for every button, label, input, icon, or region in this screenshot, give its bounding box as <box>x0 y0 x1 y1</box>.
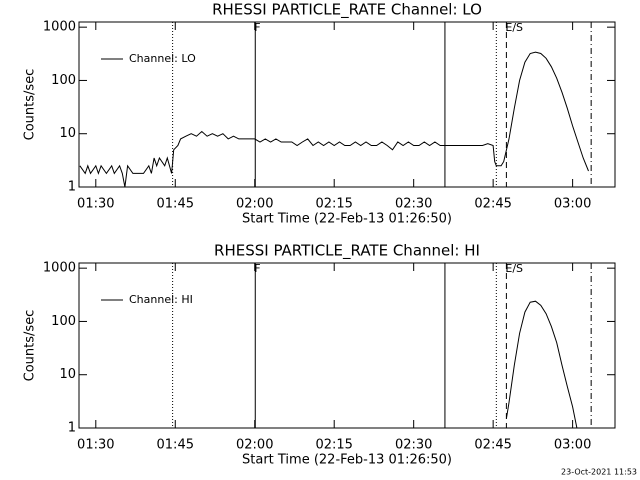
x-axis-label: Start Time (22-Feb-13 01:26:50) <box>242 453 452 468</box>
x-tick-label: 01:45 <box>157 197 194 212</box>
x-tick-label: 02:15 <box>315 438 352 453</box>
y-tick-label: 10 <box>59 367 76 382</box>
y-tick-label: 100 <box>51 314 76 329</box>
y-axis-label: Counts/sec <box>23 69 38 141</box>
chart-title: RHESSI PARTICLE_RATE Channel: HI <box>214 242 480 261</box>
data-line <box>505 300 578 429</box>
x-tick-label: 02:00 <box>236 197 273 212</box>
event-label: E/S <box>505 262 523 275</box>
legend-label: Channel: HI <box>129 293 193 306</box>
y-tick-label: 100 <box>51 73 76 88</box>
x-tick-label: 03:00 <box>554 438 591 453</box>
x-tick-label: 02:30 <box>395 438 432 453</box>
x-tick-label: 03:00 <box>554 197 591 212</box>
data-line <box>79 51 589 188</box>
y-tick-label: 1000 <box>43 20 76 35</box>
event-label: F <box>254 262 260 275</box>
x-tick-label: 02:15 <box>315 197 352 212</box>
x-tick-label: 01:30 <box>77 197 114 212</box>
y-tick-label: 10 <box>59 126 76 141</box>
y-tick-label: 1 <box>68 180 76 195</box>
x-tick-label: 02:45 <box>474 197 511 212</box>
y-tick-label: 1000 <box>43 261 76 276</box>
y-tick-label: 1 <box>68 421 76 436</box>
timestamp: 23-Oct-2021 11:53 <box>561 468 637 477</box>
x-axis-label: Start Time (22-Feb-13 01:26:50) <box>242 212 452 227</box>
chart-title: RHESSI PARTICLE_RATE Channel: LO <box>212 1 482 20</box>
plot-frame <box>78 21 616 188</box>
y-axis-label: Counts/sec <box>23 310 38 382</box>
event-label: E/S <box>505 21 523 34</box>
event-label: F <box>254 21 260 34</box>
x-tick-label: 02:30 <box>395 197 432 212</box>
x-tick-label: 02:45 <box>474 438 511 453</box>
legend-label: Channel: LO <box>129 52 196 65</box>
plot-frame <box>78 262 616 429</box>
x-tick-label: 01:45 <box>157 438 194 453</box>
x-tick-label: 01:30 <box>77 438 114 453</box>
x-tick-label: 02:00 <box>236 438 273 453</box>
